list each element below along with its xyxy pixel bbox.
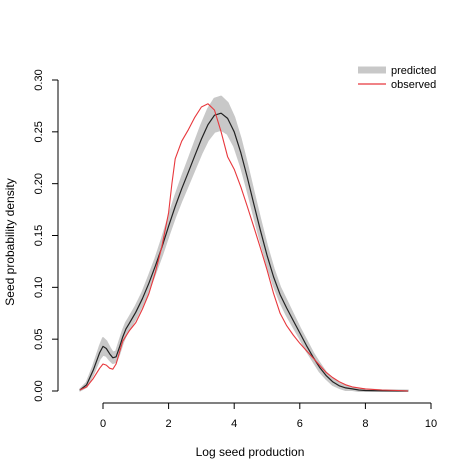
y-tick-label: 0.15 — [33, 225, 45, 246]
y-tick-label: 0.30 — [33, 69, 45, 90]
series-line-predicted — [79, 112, 409, 392]
y-tick-label: 0.20 — [33, 173, 45, 194]
y-tick-label: 0.05 — [33, 328, 45, 349]
y-tick-label: 0.25 — [33, 121, 45, 142]
x-tick-label: 0 — [100, 418, 106, 430]
x-tick-label: 8 — [362, 418, 368, 430]
x-tick-label: 4 — [231, 418, 237, 430]
legend-label-observed: observed — [391, 79, 436, 91]
x-tick-label: 2 — [166, 418, 172, 430]
x-axis-title: Log seed production — [196, 445, 305, 459]
y-tick-label: 0.10 — [33, 277, 45, 298]
axes — [52, 79, 432, 409]
y-axis-title: Seed probability density — [3, 178, 17, 305]
series-line-layer — [79, 103, 409, 392]
legend-label-predicted: predicted — [391, 65, 436, 77]
series-line-observed — [79, 103, 409, 392]
x-tick-label: 10 — [425, 418, 437, 430]
prediction-band-layer — [79, 95, 409, 392]
x-tick-label: 6 — [297, 418, 303, 430]
predicted-band — [79, 95, 409, 392]
tick-labels: 0 2 4 6 8 10 0.00 0.05 0.10 0.15 0.20 0.25 0.30 — [33, 69, 437, 430]
legend: predicted observed — [358, 65, 436, 91]
y-tick-label: 0.00 — [33, 380, 45, 401]
